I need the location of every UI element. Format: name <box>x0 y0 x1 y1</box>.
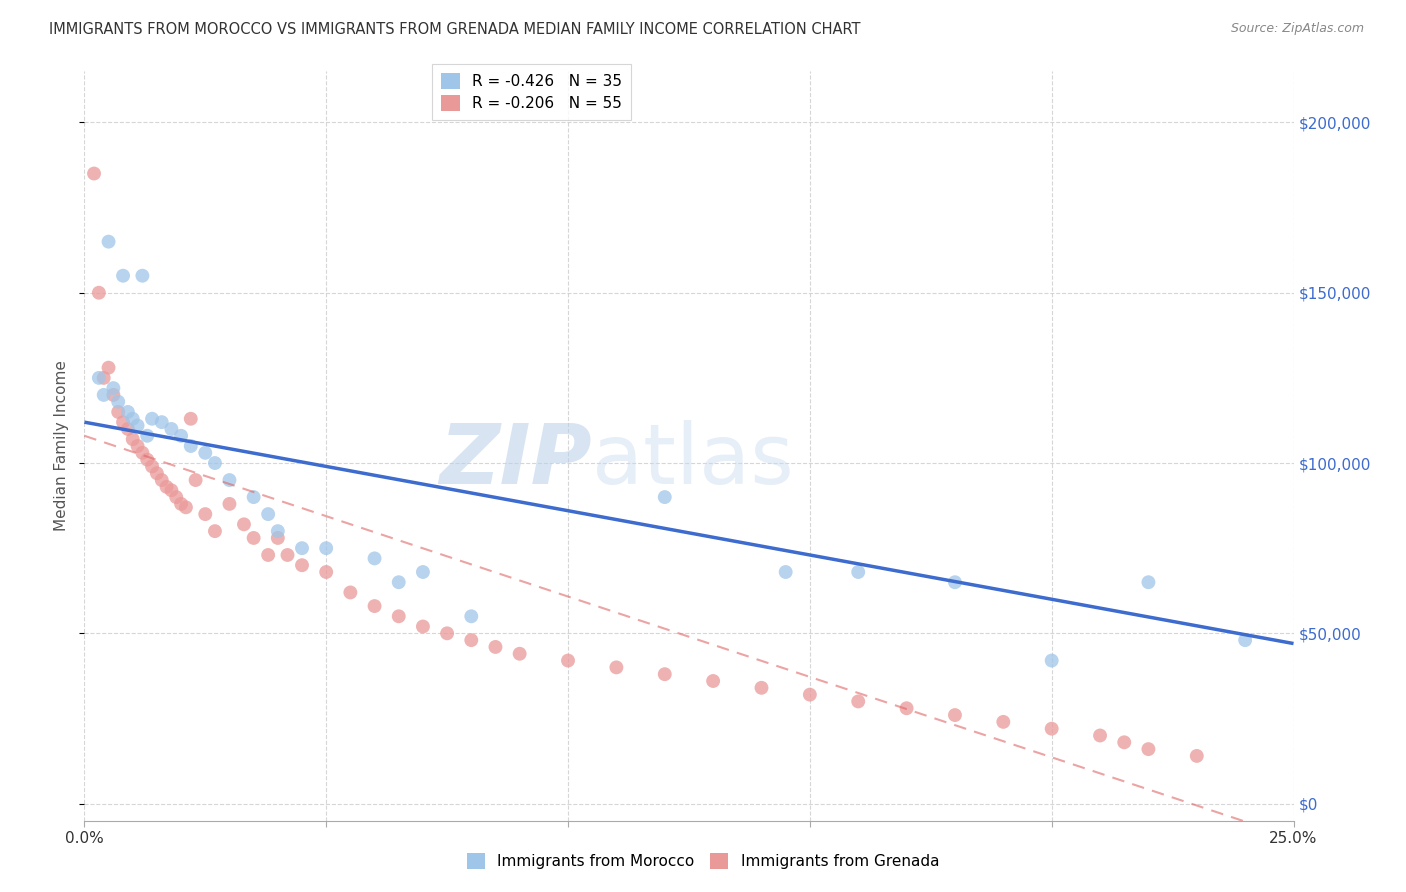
Text: ZIP: ZIP <box>440 420 592 501</box>
Point <box>218 497 240 511</box>
Point <box>194 446 217 460</box>
Point <box>136 452 159 467</box>
Legend: Immigrants from Morocco, Immigrants from Grenada: Immigrants from Morocco, Immigrants from… <box>461 847 945 875</box>
Point <box>141 411 163 425</box>
Point <box>267 524 290 538</box>
Text: Source: ZipAtlas.com: Source: ZipAtlas.com <box>1230 22 1364 36</box>
Point <box>150 473 173 487</box>
Point <box>276 548 298 562</box>
Point <box>1040 654 1063 668</box>
Point <box>654 490 676 504</box>
Point <box>103 388 125 402</box>
Point <box>97 235 120 249</box>
Point <box>388 575 411 590</box>
Point <box>412 565 434 579</box>
Point <box>87 285 110 300</box>
Point <box>136 429 159 443</box>
Point <box>1137 575 1160 590</box>
Point <box>93 388 115 402</box>
Text: IMMIGRANTS FROM MOROCCO VS IMMIGRANTS FROM GRENADA MEDIAN FAMILY INCOME CORRELAT: IMMIGRANTS FROM MOROCCO VS IMMIGRANTS FR… <box>49 22 860 37</box>
Point <box>846 694 869 708</box>
Point <box>751 681 773 695</box>
Point <box>121 411 143 425</box>
Point <box>388 609 411 624</box>
Point <box>131 268 153 283</box>
Point <box>117 422 139 436</box>
Point <box>103 381 125 395</box>
Point <box>174 500 197 515</box>
Point <box>180 439 202 453</box>
Point <box>146 467 169 481</box>
Point <box>291 558 314 573</box>
Point <box>112 415 135 429</box>
Point <box>1185 748 1208 763</box>
Y-axis label: Median Family Income: Median Family Income <box>53 360 69 532</box>
Point <box>93 371 115 385</box>
Point <box>218 473 240 487</box>
Point <box>1040 722 1063 736</box>
Point <box>605 660 627 674</box>
Point <box>150 415 173 429</box>
Point <box>846 565 869 579</box>
Point <box>484 640 506 654</box>
Point <box>291 541 314 556</box>
Point <box>315 565 337 579</box>
Point <box>896 701 918 715</box>
Point <box>127 418 149 433</box>
Text: atlas: atlas <box>592 420 794 501</box>
Point <box>943 575 966 590</box>
Point <box>180 411 202 425</box>
Point <box>1137 742 1160 756</box>
Point <box>170 497 193 511</box>
Point <box>233 517 256 532</box>
Point <box>204 456 226 470</box>
Point <box>141 459 163 474</box>
Point <box>460 609 482 624</box>
Point <box>155 480 177 494</box>
Point <box>184 473 207 487</box>
Point <box>242 490 264 504</box>
Point <box>112 268 135 283</box>
Point <box>257 507 280 521</box>
Point <box>315 541 337 556</box>
Point <box>363 599 385 613</box>
Point <box>204 524 226 538</box>
Point <box>83 167 105 181</box>
Point <box>1088 729 1111 743</box>
Point <box>160 483 183 498</box>
Point <box>107 405 129 419</box>
Point <box>87 371 110 385</box>
Point <box>557 654 579 668</box>
Point <box>242 531 264 545</box>
Point <box>194 507 217 521</box>
Point <box>107 394 129 409</box>
Point <box>509 647 531 661</box>
Point <box>460 633 482 648</box>
Point <box>97 360 120 375</box>
Point <box>131 446 153 460</box>
Point <box>412 619 434 633</box>
Point <box>117 405 139 419</box>
Point <box>654 667 676 681</box>
Point <box>170 429 193 443</box>
Point <box>121 432 143 446</box>
Point <box>165 490 187 504</box>
Legend: R = -0.426   N = 35, R = -0.206   N = 55: R = -0.426 N = 35, R = -0.206 N = 55 <box>432 64 631 120</box>
Point <box>267 531 290 545</box>
Point <box>702 673 724 688</box>
Point <box>257 548 280 562</box>
Point <box>339 585 361 599</box>
Point <box>775 565 797 579</box>
Point <box>363 551 385 566</box>
Point <box>127 439 149 453</box>
Point <box>1114 735 1136 749</box>
Point <box>799 688 821 702</box>
Point <box>993 714 1015 729</box>
Point <box>943 708 966 723</box>
Point <box>1234 633 1257 648</box>
Point <box>160 422 183 436</box>
Point <box>436 626 458 640</box>
